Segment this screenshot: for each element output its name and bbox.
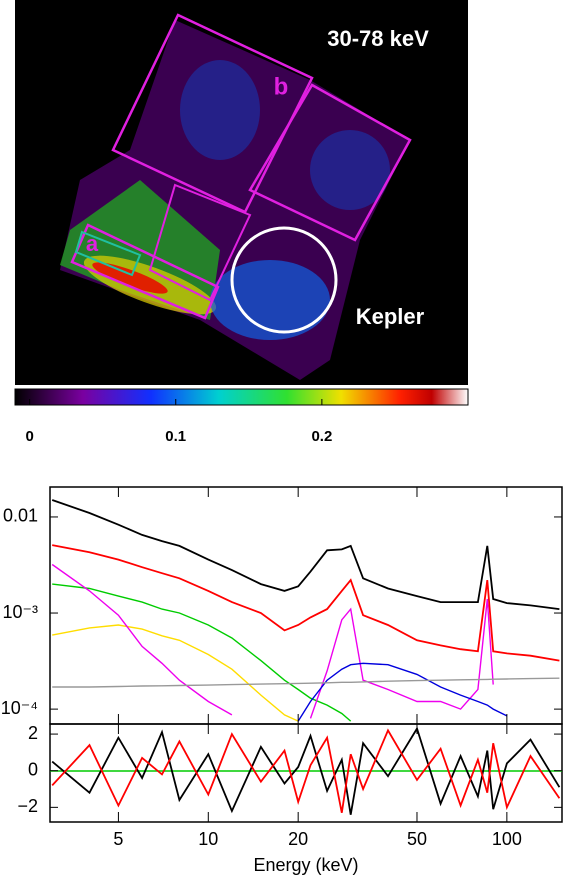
region-a-bg xyxy=(74,230,142,277)
x-tick-label: 5 xyxy=(113,829,123,849)
residual-frame xyxy=(49,723,563,823)
y-tick-label: −2 xyxy=(17,796,38,816)
y-tick-label: 10⁻⁴ xyxy=(1,698,38,718)
colorbar-tick-label: 0 xyxy=(25,428,33,445)
colorbar xyxy=(14,388,469,406)
x-tick-label: 20 xyxy=(288,829,308,849)
x-tick-label: 100 xyxy=(492,829,522,849)
emission-blob xyxy=(180,60,260,160)
y-tick-label: 2 xyxy=(28,723,38,743)
colorbar-tick-label: 0.2 xyxy=(311,428,332,445)
region xyxy=(148,183,252,302)
kepler-label: Kepler xyxy=(356,304,425,329)
spectrum-line xyxy=(297,662,508,722)
emission-blob xyxy=(92,262,168,294)
emission-blob xyxy=(210,260,330,340)
colorbar-tick-label: 0.1 xyxy=(165,428,186,445)
x-tick-label: 50 xyxy=(407,829,427,849)
spectrum-line xyxy=(52,583,352,722)
spectrum-line xyxy=(52,677,560,688)
spectrum-line xyxy=(51,499,560,610)
spectrum-line xyxy=(52,624,299,722)
spectrum-frame xyxy=(49,486,563,725)
region-label: b xyxy=(274,73,289,100)
y-tick-label: 0.01 xyxy=(3,506,38,526)
residual-line xyxy=(51,728,561,813)
kepler-circle xyxy=(230,226,338,334)
y-tick-label: 10⁻³ xyxy=(2,602,38,622)
region-label: a xyxy=(86,231,99,256)
region-b-2 xyxy=(248,83,412,242)
spectrum-line xyxy=(51,563,494,719)
spectrum-line xyxy=(52,544,560,662)
x-tick-label: 10 xyxy=(198,829,218,849)
x-axis-label: Energy (keV) xyxy=(253,855,358,875)
image-title: 30-78 keV xyxy=(327,26,429,51)
sky-image: 30-78 keV a b Kepler xyxy=(14,0,469,406)
y-tick-label: 0 xyxy=(28,759,38,779)
emission-blob xyxy=(310,130,390,210)
